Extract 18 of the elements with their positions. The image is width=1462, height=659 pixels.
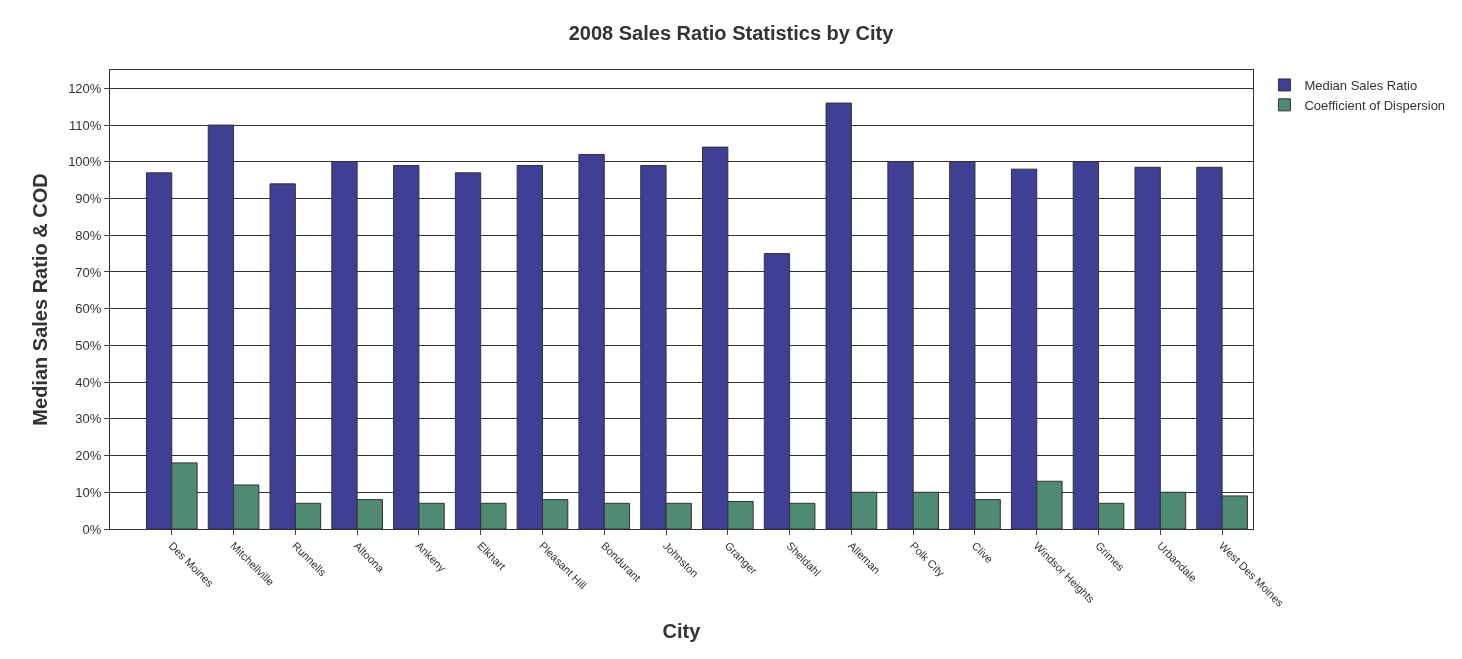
y-axis-title: Median Sales Ratio & COD bbox=[28, 173, 51, 426]
y-tick-label: 70% bbox=[75, 264, 102, 280]
chart-title: 2008 Sales Ratio Statistics by City bbox=[568, 22, 895, 45]
y-tick-label: 30% bbox=[75, 411, 102, 427]
y-tick-label: 40% bbox=[75, 374, 102, 390]
y-tick-label: 60% bbox=[75, 301, 102, 317]
legend-label: Coefficient of Dispersion bbox=[1304, 97, 1446, 113]
y-tick-label: 50% bbox=[75, 337, 102, 353]
y-tick-label: 90% bbox=[75, 191, 102, 207]
y-tick-label: 20% bbox=[75, 448, 102, 464]
x-axis-title: City bbox=[662, 619, 702, 642]
legend-label: Median Sales Ratio bbox=[1304, 78, 1418, 94]
y-tick-label: 10% bbox=[75, 484, 102, 500]
y-tick-label: 80% bbox=[75, 227, 102, 243]
y-tick-label: 100% bbox=[68, 154, 102, 170]
y-tick-label: 0% bbox=[82, 521, 102, 537]
y-tick-label: 110% bbox=[69, 117, 102, 133]
y-tick-label: 120% bbox=[68, 80, 102, 96]
